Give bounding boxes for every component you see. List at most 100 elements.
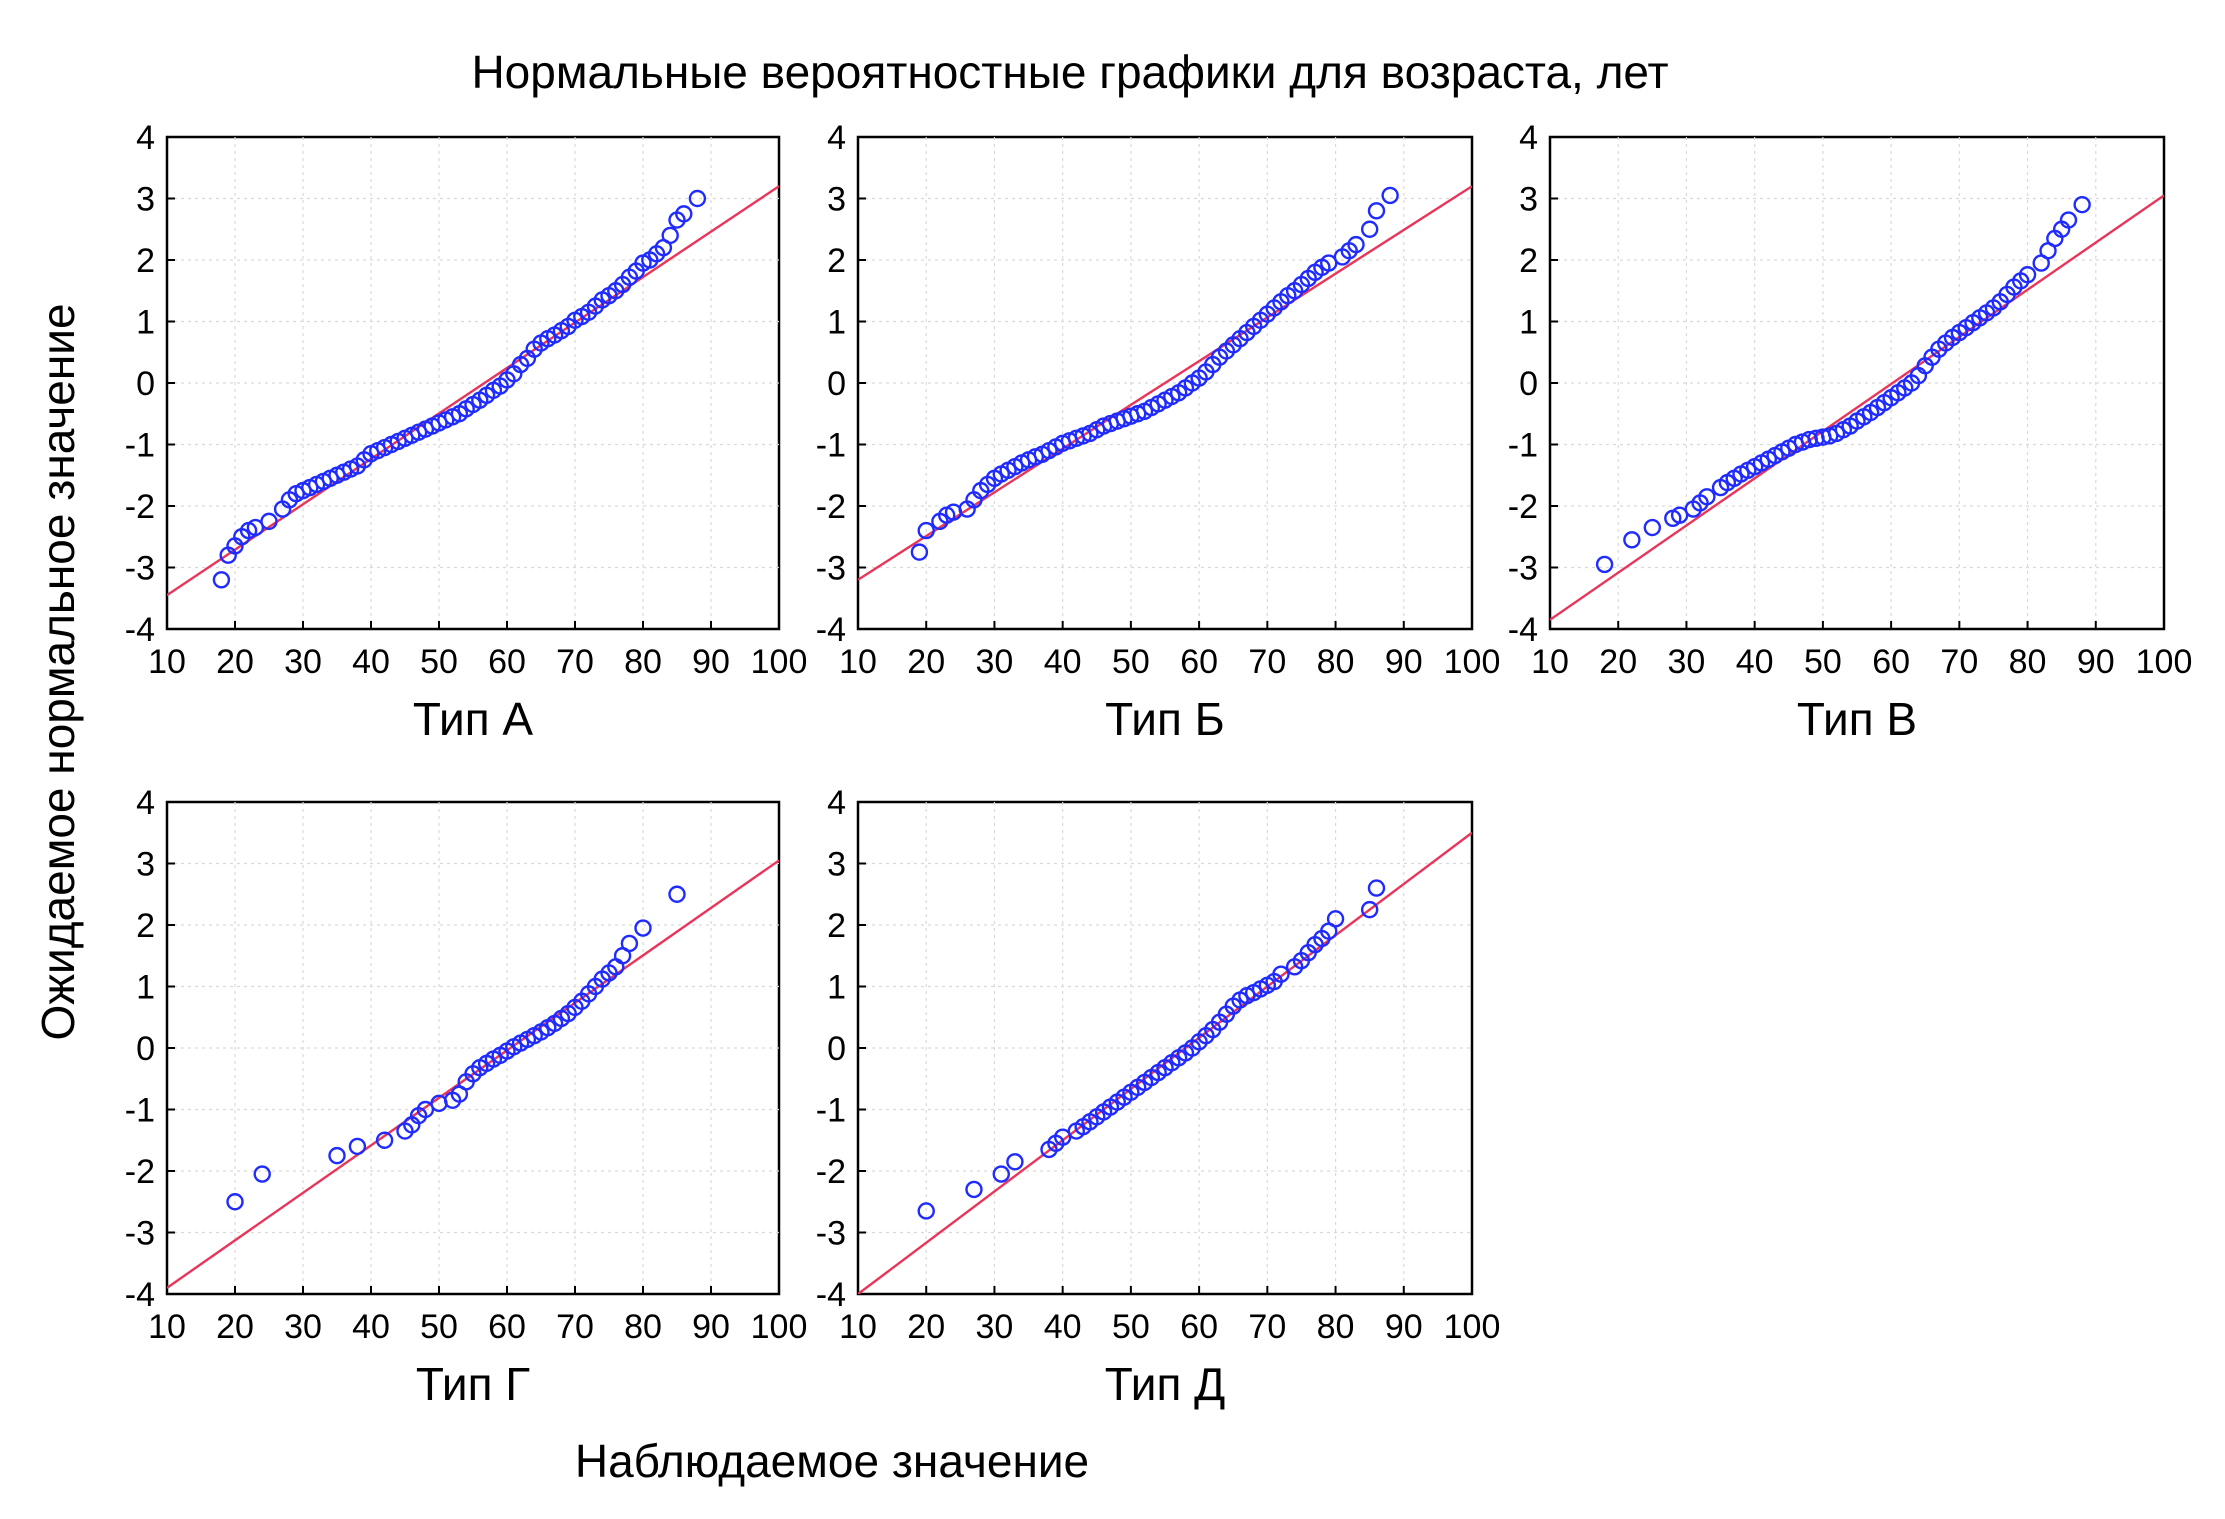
x-tick-label: 40 (1044, 643, 1082, 681)
x-tick-label: 60 (1180, 1308, 1218, 1346)
x-tick-label: 90 (1385, 643, 1423, 681)
x-tick-label: 30 (976, 643, 1014, 681)
y-tick-label: 3 (827, 181, 846, 219)
x-tick-label: 20 (216, 1308, 254, 1346)
y-tick-label: 1 (827, 304, 846, 342)
y-tick-label: 3 (827, 846, 846, 884)
x-tick-label: 10 (148, 643, 186, 681)
y-tick-label: -4 (1508, 611, 1538, 649)
data-point (375, 1131, 394, 1149)
data-point (1360, 220, 1379, 238)
y-tick-label: 1 (827, 969, 846, 1007)
data-point (1347, 235, 1365, 254)
y-tick-label: 0 (136, 365, 155, 403)
data-point (1367, 879, 1386, 897)
fit-line (167, 185, 779, 597)
y-tick-label: -2 (816, 488, 846, 526)
data-point (661, 226, 679, 245)
x-tick-label: 30 (1668, 643, 1706, 681)
x-tick-label: 100 (751, 643, 808, 681)
y-tick-label: -2 (125, 1153, 155, 1191)
x-tick-label: 20 (1599, 643, 1637, 681)
x-tick-label: 60 (488, 643, 526, 681)
data-point (2073, 195, 2091, 214)
y-tick-label: 0 (1519, 365, 1538, 403)
data-point (1643, 518, 1662, 537)
y-tick-label: 4 (827, 119, 846, 157)
y-tick-label: -3 (1508, 550, 1538, 588)
x-tick-label: 70 (1248, 643, 1286, 681)
data-point (1595, 555, 1614, 574)
data-point (965, 1180, 983, 1199)
y-tick-label: 4 (1519, 119, 1538, 157)
y-tick-label: 0 (827, 1030, 846, 1068)
y-tick-label: -3 (816, 1215, 846, 1253)
y-tick-label: 1 (136, 969, 155, 1007)
data-point (992, 1165, 1010, 1183)
y-tick-label: -3 (125, 1215, 155, 1253)
x-tick-label: 30 (284, 1308, 322, 1346)
data-point (1381, 186, 1399, 205)
y-tick-label: -4 (816, 1276, 846, 1314)
x-tick-label: 70 (1940, 643, 1978, 681)
x-tick-label: 50 (1112, 643, 1150, 681)
x-tick-label: 60 (488, 1308, 526, 1346)
y-tick-label: 0 (136, 1030, 155, 1068)
x-tick-label: 10 (839, 643, 877, 681)
x-tick-label: 80 (1317, 1308, 1355, 1346)
x-axis-label: Наблюдаемое значение (575, 1435, 1089, 1487)
x-tick-label: 80 (624, 1308, 662, 1346)
x-tick-label: 60 (1180, 643, 1218, 681)
data-point (620, 934, 639, 953)
y-tick-label: 3 (1519, 181, 1538, 219)
panel-title: Тип Г (416, 1358, 530, 1410)
y-tick-label: 1 (136, 304, 155, 342)
x-tick-label: 100 (1444, 1308, 1501, 1346)
x-tick-label: 10 (1531, 643, 1569, 681)
y-tick-label: 2 (136, 242, 155, 280)
data-point (2059, 211, 2078, 229)
y-tick-label: 2 (1519, 242, 1538, 280)
y-tick-label: 3 (136, 846, 155, 884)
data-point (1698, 488, 1716, 506)
x-tick-label: 60 (1872, 643, 1910, 681)
x-tick-label: 90 (1385, 1308, 1423, 1346)
y-tick-label: 4 (136, 119, 155, 157)
x-tick-label: 100 (1444, 643, 1501, 681)
x-tick-label: 50 (1804, 643, 1842, 681)
y-tick-label: -1 (816, 1092, 846, 1130)
x-tick-label: 40 (352, 1308, 390, 1346)
y-tick-label: -2 (125, 488, 155, 526)
data-point (1272, 965, 1290, 983)
data-point (260, 512, 278, 531)
data-point (688, 189, 707, 208)
data-point (1623, 531, 1641, 549)
y-tick-label: -1 (1508, 427, 1538, 465)
y-tick-label: 2 (827, 242, 846, 280)
y-tick-label: -3 (125, 550, 155, 588)
x-tick-label: 40 (1736, 643, 1774, 681)
data-point (668, 885, 686, 903)
x-tick-label: 20 (907, 643, 945, 681)
data-point (675, 205, 693, 223)
x-tick-label: 100 (751, 1308, 808, 1346)
data-point (1006, 1153, 1024, 1171)
y-tick-label: 1 (1519, 304, 1538, 342)
x-tick-label: 90 (692, 1308, 730, 1346)
x-tick-label: 70 (556, 643, 594, 681)
y-tick-label: -4 (125, 1276, 155, 1314)
y-tick-label: 2 (827, 907, 846, 945)
x-tick-label: 80 (624, 643, 662, 681)
y-tick-label: -4 (125, 611, 155, 649)
x-tick-label: 90 (692, 643, 730, 681)
panel-title: Тип А (413, 693, 533, 745)
x-tick-label: 100 (2136, 643, 2193, 681)
data-point (226, 1193, 244, 1211)
x-tick-label: 50 (420, 1308, 458, 1346)
y-tick-label: -2 (1508, 488, 1538, 526)
x-tick-label: 20 (907, 1308, 945, 1346)
